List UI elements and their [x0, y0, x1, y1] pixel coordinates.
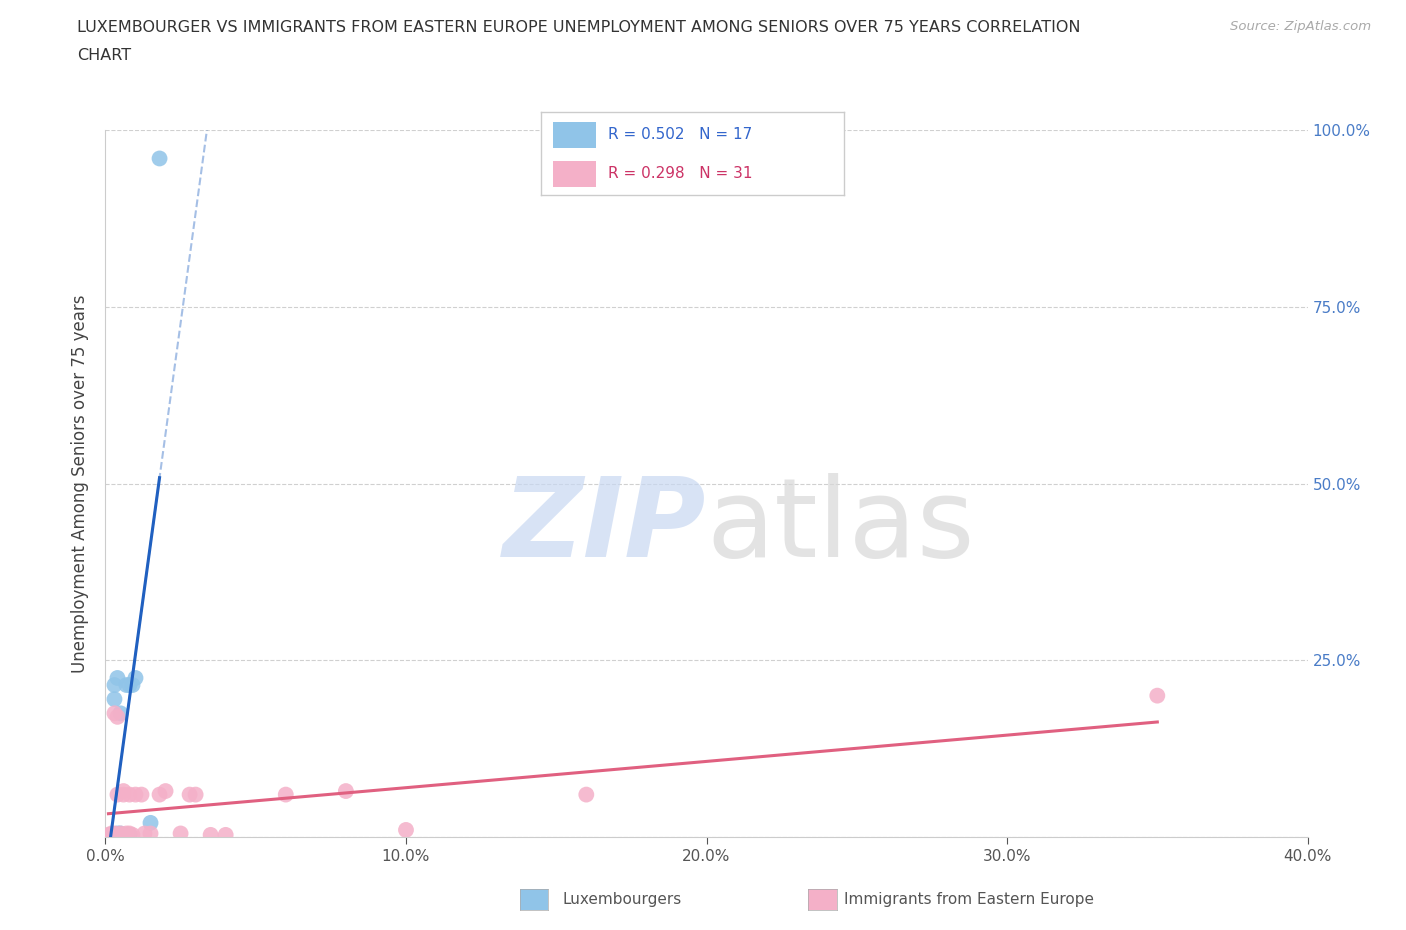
- Point: [131, 787, 153, 802]
- Point: [139, 826, 162, 841]
- Point: [124, 671, 146, 685]
- Point: [110, 826, 132, 841]
- Point: [1146, 688, 1168, 703]
- Point: [112, 784, 135, 799]
- Text: R = 0.502   N = 17: R = 0.502 N = 17: [607, 126, 752, 141]
- Point: [121, 828, 143, 843]
- Point: [107, 671, 129, 685]
- Point: [395, 822, 418, 837]
- Point: [107, 710, 129, 724]
- Point: [107, 826, 129, 841]
- Point: [110, 828, 132, 843]
- Text: LUXEMBOURGER VS IMMIGRANTS FROM EASTERN EUROPE UNEMPLOYMENT AMONG SENIORS OVER 7: LUXEMBOURGER VS IMMIGRANTS FROM EASTERN …: [77, 20, 1081, 35]
- Point: [115, 678, 138, 693]
- Point: [118, 826, 141, 841]
- Text: CHART: CHART: [77, 48, 131, 63]
- Point: [169, 826, 191, 841]
- Point: [110, 706, 132, 721]
- Point: [118, 678, 141, 693]
- Point: [100, 828, 122, 843]
- Y-axis label: Unemployment Among Seniors over 75 years: Unemployment Among Seniors over 75 years: [72, 295, 90, 672]
- Point: [118, 828, 141, 843]
- Point: [97, 828, 120, 843]
- Point: [148, 787, 170, 802]
- Point: [100, 826, 122, 841]
- Point: [274, 787, 297, 802]
- Point: [134, 826, 156, 841]
- Point: [103, 826, 125, 841]
- Point: [112, 828, 135, 843]
- Point: [139, 816, 162, 830]
- Point: [335, 784, 357, 799]
- Point: [200, 828, 222, 843]
- Text: R = 0.298   N = 31: R = 0.298 N = 31: [607, 166, 752, 181]
- Point: [112, 787, 135, 802]
- Point: [115, 828, 138, 843]
- Point: [575, 787, 598, 802]
- FancyBboxPatch shape: [554, 122, 596, 148]
- Point: [100, 828, 122, 843]
- Text: Luxembourgers: Luxembourgers: [562, 892, 682, 907]
- Point: [110, 826, 132, 841]
- Point: [155, 784, 177, 799]
- Text: Source: ZipAtlas.com: Source: ZipAtlas.com: [1230, 20, 1371, 33]
- Point: [214, 828, 236, 843]
- Point: [107, 787, 129, 802]
- Text: Immigrants from Eastern Europe: Immigrants from Eastern Europe: [844, 892, 1094, 907]
- Point: [124, 787, 146, 802]
- Point: [184, 787, 207, 802]
- Point: [115, 826, 138, 841]
- Point: [179, 787, 201, 802]
- Point: [103, 678, 125, 693]
- Point: [121, 678, 143, 693]
- FancyBboxPatch shape: [554, 161, 596, 187]
- Point: [148, 151, 170, 166]
- Point: [118, 787, 141, 802]
- Text: ZIP: ZIP: [503, 472, 707, 579]
- Text: atlas: atlas: [707, 472, 974, 579]
- Point: [97, 828, 120, 843]
- Point: [103, 706, 125, 721]
- Point: [103, 692, 125, 707]
